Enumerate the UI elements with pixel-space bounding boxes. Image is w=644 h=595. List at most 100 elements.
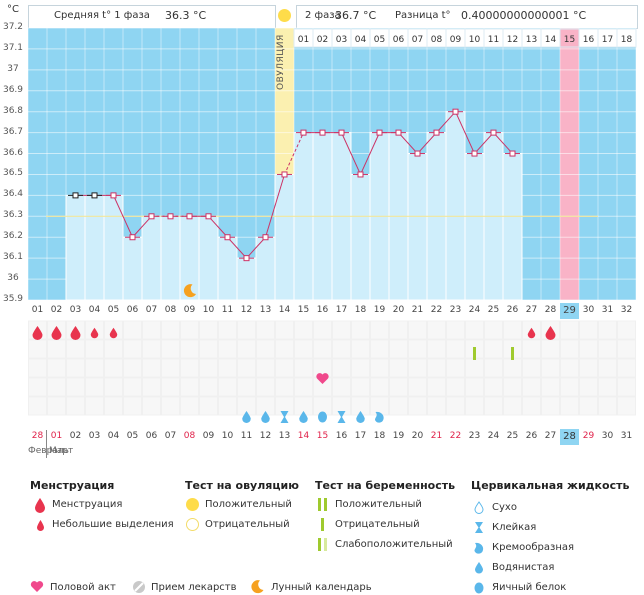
date-label: 13 [278, 431, 291, 441]
pregnancy-test-icon [473, 347, 476, 360]
month-label-mar: Март [49, 446, 74, 456]
symbol-cell [294, 339, 313, 359]
symbol-cell [180, 377, 199, 397]
symbol-cell [560, 358, 579, 378]
temperature-point [300, 129, 307, 136]
symbol-cell [218, 358, 237, 378]
top-day-label: 11 [488, 35, 499, 45]
top-day-cell: 12 [502, 28, 523, 48]
date-label: 11 [240, 431, 253, 441]
cycle-day-label: 27 [525, 305, 538, 315]
symbol-cell [161, 339, 180, 359]
top-day-label: 17 [602, 35, 613, 45]
cycle-day-label: 08 [164, 305, 177, 315]
ovulation-positive-icon [186, 498, 199, 511]
symbol-cell [617, 358, 636, 378]
cycle-day-label: 18 [354, 305, 367, 315]
cycle-day-label: 12 [240, 305, 253, 315]
symbol-cell [446, 396, 465, 416]
temperature-line-segment [113, 195, 133, 238]
cycle-day-label: 11 [221, 305, 234, 315]
symbol-cell [313, 320, 332, 340]
symbol-cell [503, 396, 522, 416]
symbol-cell [389, 320, 408, 340]
symbol-cell [199, 358, 218, 378]
date-label: 31 [620, 431, 633, 441]
top-day-label: 05 [374, 35, 385, 45]
top-day-label: 10 [469, 35, 481, 45]
symbol-cell [465, 396, 484, 416]
cycle-day-label: 19 [373, 305, 386, 315]
temperature-point [509, 150, 516, 157]
menstruation-icon [35, 498, 45, 513]
symbol-cell [484, 396, 503, 416]
menstruation-icon [70, 326, 81, 340]
symbol-cell [85, 377, 104, 397]
ovulation-negative-icon [186, 518, 199, 531]
top-day-cell: 11 [483, 28, 504, 48]
top-day-box [616, 28, 637, 48]
symbol-grid [28, 320, 636, 423]
symbol-cell [579, 358, 598, 378]
cycle-day-label: 01 [31, 305, 44, 315]
legend-cervical-sticky: Клейкая [492, 522, 537, 533]
symbol-cell [218, 377, 237, 397]
symbol-cell [465, 377, 484, 397]
spotting-icon [527, 327, 536, 339]
cycle-day-label: 13 [259, 305, 272, 315]
month-label-feb: Февраль [28, 446, 69, 456]
top-day-cell: 08 [426, 28, 447, 48]
symbol-cell [370, 320, 389, 340]
symbol-cell [180, 320, 199, 340]
legend-medication: Прием лекарств [151, 582, 237, 593]
date-label: 30 [601, 431, 614, 441]
symbol-cell [446, 339, 465, 359]
symbol-cell [199, 339, 218, 359]
top-day-label: 09 [450, 35, 462, 45]
date-label: 28 [31, 431, 44, 441]
legend-title-ovulation: Тест на овуляцию [185, 479, 299, 492]
diff-value: 0.40000000000001 °C [461, 9, 587, 22]
temperature-point [167, 213, 174, 220]
temperature-line-segment [398, 132, 418, 154]
symbol-cell [484, 358, 503, 378]
cervical-watery-icon [356, 411, 365, 423]
top-day-label: 13 [526, 35, 537, 45]
symbol-cell [256, 339, 275, 359]
date-label: 02 [69, 431, 82, 441]
cervical-creamy-icon [474, 542, 484, 554]
cycle-day-label: 16 [316, 305, 329, 315]
date-label: 20 [411, 431, 424, 441]
date-label: 19 [392, 431, 405, 441]
symbol-cell [28, 358, 47, 378]
symbol-cell [484, 377, 503, 397]
temperature-line-segment [246, 236, 266, 259]
symbol-cell [370, 339, 389, 359]
temperature-line-segment [474, 132, 494, 154]
temperature-line-segment [417, 132, 437, 154]
symbol-cell [142, 358, 161, 378]
symbol-cell [123, 377, 142, 397]
date-label: 18 [373, 431, 386, 441]
pregnancy-test-icon [511, 347, 514, 360]
temperature-bar [84, 194, 105, 301]
symbol-cell [560, 377, 579, 397]
symbol-cell [218, 396, 237, 416]
y-tick-label: 36 [7, 273, 19, 284]
symbol-cell [275, 358, 294, 378]
symbol-cell [332, 339, 351, 359]
symbol-cell [351, 377, 370, 397]
top-day-label: 06 [393, 35, 405, 45]
top-day-cell: 13 [521, 28, 542, 48]
symbol-cell [123, 339, 142, 359]
today-cell [560, 320, 579, 415]
symbol-cell [446, 320, 465, 340]
symbol-cell [389, 377, 408, 397]
cervical-sticky-icon [280, 411, 289, 423]
y-tick-label: 36.9 [2, 84, 24, 95]
symbol-cell [617, 396, 636, 416]
symbol-cell [503, 358, 522, 378]
temperature-line-segment [284, 132, 304, 175]
temperature-line-segment [493, 132, 513, 154]
legend-spotting: Небольшие выделения [52, 519, 174, 530]
